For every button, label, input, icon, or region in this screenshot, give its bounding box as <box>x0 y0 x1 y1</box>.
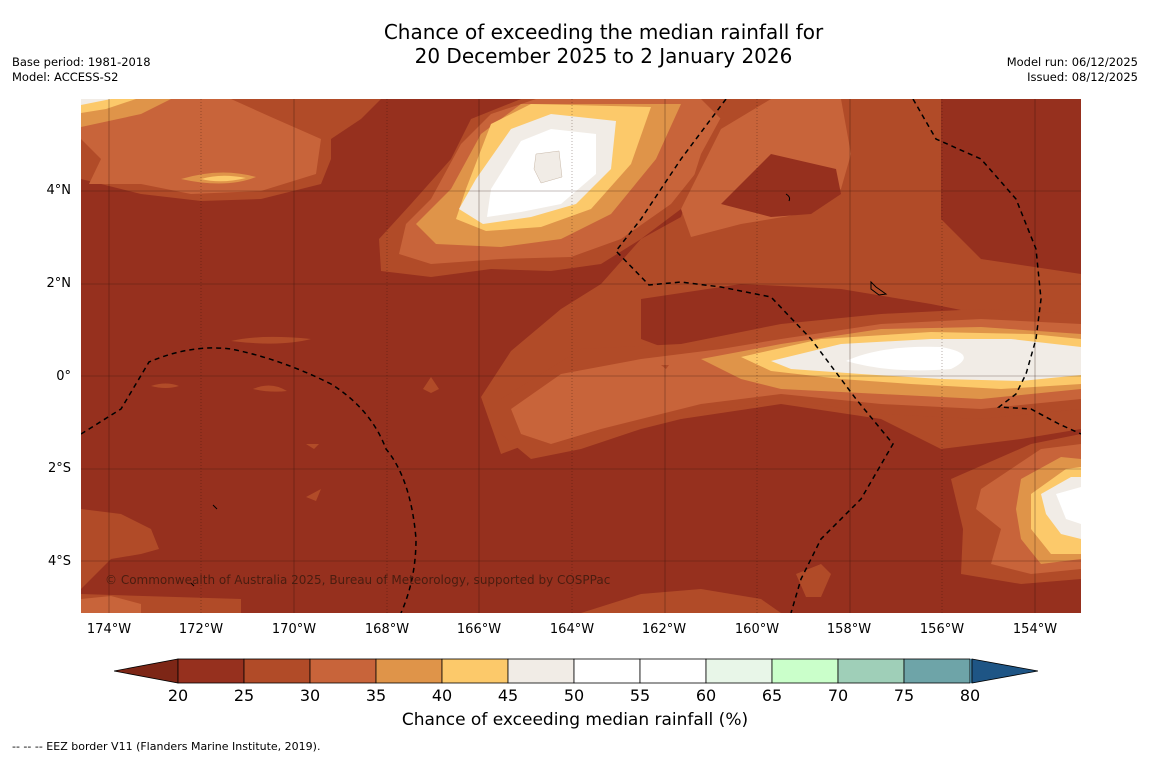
contour-topleft-30 <box>81 99 321 194</box>
colorbar-segment-75-80b <box>970 659 972 683</box>
y-tick-2s: 2°S <box>47 461 71 476</box>
y-tick-4s: 4°S <box>47 554 71 569</box>
x-tick-164w: 164°W <box>549 622 595 637</box>
contour-equator-50 <box>846 346 964 371</box>
cb-label-45: 45 <box>497 686 519 705</box>
contour-southeast-50 <box>1056 487 1081 524</box>
base-period: Base period: 1981-2018 <box>12 55 151 69</box>
colorbar-title: Chance of exceeding median rainfall (%) <box>401 710 749 730</box>
title-line-1: Chance of exceeding the median rainfall … <box>383 20 824 44</box>
y-tick-0: 0° <box>56 369 71 384</box>
title-line-2: 20 December 2025 to 2 January 2026 <box>414 44 793 68</box>
colorbar <box>114 658 1038 684</box>
contour-southwest-30 <box>81 596 141 613</box>
x-tick-174w: 174°W <box>86 622 132 637</box>
cb-label-40: 40 <box>431 686 453 705</box>
colorbar-segment-55-60 <box>639 658 707 684</box>
meta-left: Base period: 1981-2018 Model: ACCESS-S2 <box>12 55 151 85</box>
cb-label-35: 35 <box>365 686 387 705</box>
eez-legend: -- -- -- EEZ border V11 (Flanders Marine… <box>12 740 321 753</box>
colorbar-segment-25-30 <box>243 658 311 684</box>
cb-label-75: 75 <box>893 686 915 705</box>
x-tick-162w: 162°W <box>641 622 687 637</box>
rainfall-map <box>81 99 1081 613</box>
latitude-gridlines <box>81 190 1081 562</box>
colorbar-under-arrow <box>114 658 179 684</box>
cb-label-30: 30 <box>299 686 321 705</box>
colorbar-segment-75-80 <box>903 658 971 684</box>
issued-date: Issued: 08/12/2025 <box>1027 70 1138 84</box>
cb-label-60: 60 <box>695 686 717 705</box>
x-tick-160w: 160°W <box>734 622 780 637</box>
colorbar-segment-30-35 <box>309 658 377 684</box>
cb-label-55: 55 <box>629 686 651 705</box>
contour-south-patch <box>581 564 831 613</box>
contour-topleft-40 <box>81 99 246 182</box>
x-tick-172w: 172°W <box>178 622 224 637</box>
cb-label-20: 20 <box>167 686 189 705</box>
cb-label-70: 70 <box>827 686 849 705</box>
x-tick-166w: 166°W <box>456 622 502 637</box>
cb-label-65: 65 <box>761 686 783 705</box>
y-tick-4n: 4°N <box>46 183 72 198</box>
x-tick-158w: 158°W <box>826 622 872 637</box>
colorbar-segment-70-75 <box>837 658 905 684</box>
colorbar-segment-45-50 <box>507 658 575 684</box>
chart-title: Chance of exceeding the median rainfall … <box>0 20 1150 68</box>
contour-topleft-45 <box>81 99 111 105</box>
copyright-credit: © Commonwealth of Australia 2025, Bureau… <box>105 573 611 587</box>
x-tick-170w: 170°W <box>271 622 317 637</box>
model-name: Model: ACCESS-S2 <box>12 70 119 84</box>
meta-right: Model run: 06/12/2025 Issued: 08/12/2025 <box>1007 55 1138 85</box>
cb-label-50: 50 <box>563 686 585 705</box>
model-run: Model run: 06/12/2025 <box>1006 55 1138 69</box>
contour-southwest-25 <box>81 509 241 613</box>
cb-label-80: 80 <box>959 686 981 705</box>
colorbar-segment-65-70 <box>771 658 839 684</box>
y-tick-2n: 2°N <box>46 276 72 291</box>
island-outlines <box>190 193 888 587</box>
contour-right-dark-inner <box>641 154 981 357</box>
x-tick-168w: 168°W <box>364 622 410 637</box>
longitude-gridlines <box>108 99 1036 613</box>
colorbar-segment-20-25 <box>177 658 245 684</box>
colorbar-segment-40-45 <box>441 658 509 684</box>
cb-label-25: 25 <box>233 686 255 705</box>
x-tick-156w: 156°W <box>919 622 965 637</box>
colorbar-over-arrow <box>971 658 1038 684</box>
colorbar-segment-35-40 <box>375 658 443 684</box>
eez-borders <box>81 99 1081 613</box>
x-tick-154w: 154°W <box>1012 622 1058 637</box>
colorbar-segment-50-55 <box>573 658 641 684</box>
colorbar-segment-60-65 <box>705 658 773 684</box>
contour-north-plume-55 <box>533 150 563 184</box>
